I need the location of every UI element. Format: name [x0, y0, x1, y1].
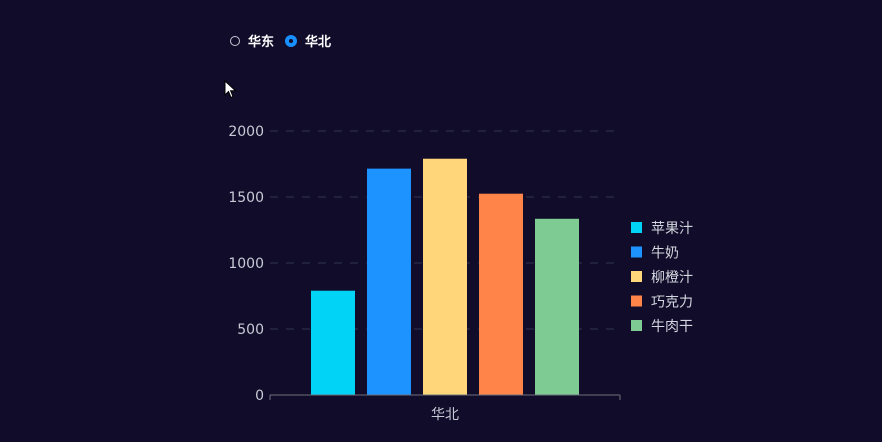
bar-5[interactable] [535, 218, 579, 395]
y-tick-label: 2000 [228, 124, 264, 140]
region-radio-group: 华东 华北 [230, 31, 342, 50]
bar-3[interactable] [423, 158, 467, 395]
legend-swatch[interactable] [631, 320, 642, 331]
radio-option-north[interactable]: 华北 [285, 31, 331, 50]
legend-label[interactable]: 柳橙汁 [651, 269, 693, 286]
bar-4[interactable] [479, 193, 523, 395]
bar-1[interactable] [311, 290, 355, 395]
bars-layer [311, 158, 579, 395]
x-tick-label: 华北 [431, 407, 459, 423]
y-tick-label: 1000 [228, 256, 264, 272]
radio-label-east: 华东 [248, 35, 275, 50]
y-tick-label: 500 [237, 322, 264, 338]
legend-swatch[interactable] [631, 222, 642, 233]
bar-2[interactable] [367, 168, 411, 395]
radio-circle-icon[interactable] [230, 35, 240, 46]
y-tick-label: 1500 [228, 190, 264, 206]
mouse-cursor-icon [224, 80, 237, 99]
axis-layer: 0 500 1000 1500 2000 华北 [228, 124, 621, 423]
legend-label[interactable]: 牛奶 [651, 246, 679, 262]
legend-swatch[interactable] [631, 271, 642, 282]
legend-swatch[interactable] [631, 246, 642, 258]
radio-option-east[interactable]: 华东 [230, 31, 274, 50]
radio-checked-icon[interactable] [285, 34, 298, 47]
legend-swatch[interactable] [631, 295, 642, 307]
legend-label[interactable]: 牛肉干 [651, 319, 693, 335]
legend-label[interactable]: 苹果汁 [651, 221, 693, 237]
legend-label[interactable]: 巧克力 [651, 295, 693, 311]
y-tick-label: 0 [255, 388, 264, 404]
radio-label-north: 华北 [305, 35, 332, 50]
